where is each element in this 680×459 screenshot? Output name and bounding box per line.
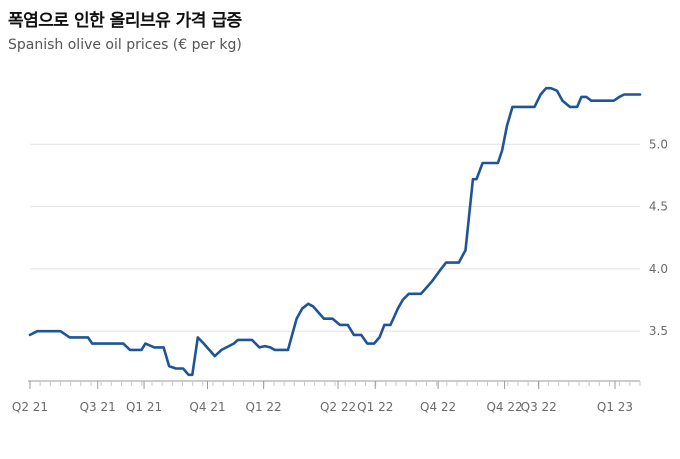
x-tick-label: Q4 21 — [189, 400, 225, 414]
series-line-olive-oil-price — [28, 86, 642, 377]
y-tick-label: 4.0 — [649, 262, 668, 276]
y-tick-label: 4.5 — [649, 200, 668, 214]
x-tick-label: Q2 21 — [12, 400, 48, 414]
x-tick-label: Q4 22 — [486, 400, 522, 414]
y-tick-label: 5.0 — [649, 137, 668, 151]
x-tick-label: Q1 22 — [246, 400, 282, 414]
x-tick-label: Q3 22 — [521, 400, 557, 414]
x-tick-label: Q3 21 — [80, 400, 116, 414]
y-tick-label: 3.5 — [649, 324, 668, 338]
x-tick-label: Q1 21 — [126, 400, 162, 414]
chart-subtitle: Spanish olive oil prices (€ per kg) — [8, 37, 242, 53]
x-tick-label: Q1 22 — [357, 400, 393, 414]
chart-title: 폭염으로 인한 올리브유 가격 급증 — [8, 11, 242, 31]
x-tick-label: Q4 22 — [420, 400, 456, 414]
x-tick-label: Q2 22 — [320, 400, 356, 414]
x-tick-label: Q1 23 — [597, 400, 633, 414]
